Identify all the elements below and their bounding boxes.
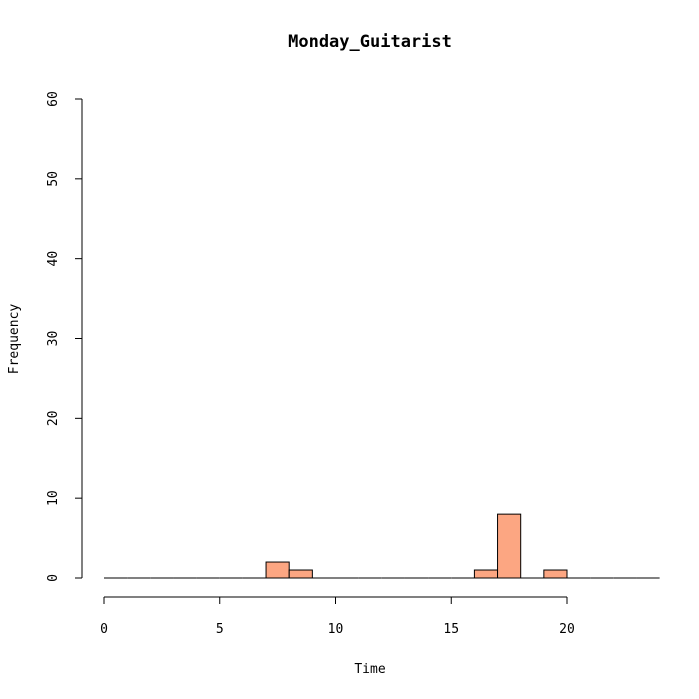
chart-title: Monday_Guitarist (288, 32, 452, 52)
histogram-bar (288, 569, 313, 579)
y-tick-label: 30 (46, 331, 61, 347)
x-tick-label: 0 (100, 622, 108, 637)
histogram-bar (497, 513, 522, 579)
y-axis: 0 10 20 30 40 50 60 (46, 91, 83, 582)
y-tick-label: 50 (46, 171, 61, 187)
x-tick-label: 10 (328, 622, 344, 637)
x-tick-label: 20 (559, 622, 575, 637)
y-tick-label: 60 (46, 91, 61, 107)
histogram-bar (265, 561, 290, 579)
y-tick-label: 40 (46, 251, 61, 267)
histogram-bar (473, 569, 499, 579)
histogram-bars (104, 513, 660, 579)
histogram-bar (543, 569, 568, 579)
x-tick-label: 5 (216, 622, 224, 637)
y-tick-label: 20 (46, 411, 61, 427)
x-axis-label: Time (354, 662, 385, 677)
y-axis-label: Frequency (7, 304, 22, 375)
x-axis: 0 5 10 15 20 (100, 596, 575, 637)
y-tick-label: 0 (46, 574, 61, 582)
x-tick-label: 15 (443, 622, 459, 637)
y-tick-label: 10 (46, 490, 61, 506)
